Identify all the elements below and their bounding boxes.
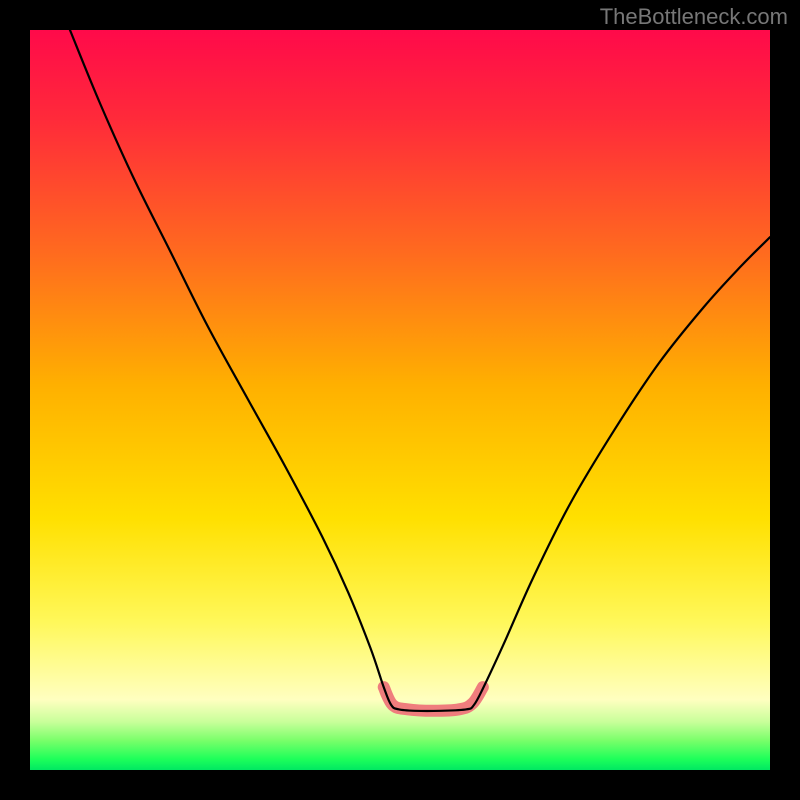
- plot-area: [30, 30, 770, 770]
- bottleneck-chart-svg: [0, 0, 800, 800]
- watermark-text: TheBottleneck.com: [600, 4, 788, 30]
- chart-canvas: TheBottleneck.com: [0, 0, 800, 800]
